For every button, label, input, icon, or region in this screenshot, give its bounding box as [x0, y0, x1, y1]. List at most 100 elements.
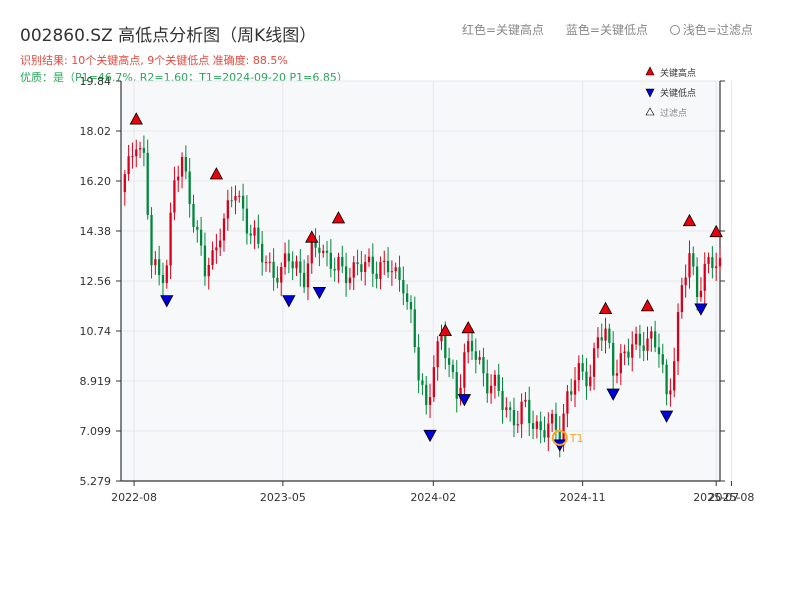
key-low-marker	[606, 388, 620, 401]
candle-body	[318, 247, 321, 253]
candle-body	[360, 264, 363, 272]
candle-body	[169, 212, 172, 266]
candle-body	[566, 391, 569, 414]
candle-body	[276, 277, 279, 283]
y-tick-label: 8.919	[80, 375, 112, 388]
candle-body	[470, 340, 474, 352]
candle-body	[432, 367, 435, 398]
candle-body	[341, 257, 344, 267]
candle-body	[287, 253, 291, 262]
candle-body	[627, 351, 630, 358]
candle-body	[302, 272, 306, 288]
key-low-marker	[423, 429, 437, 443]
t1-ring	[551, 429, 568, 446]
candle-body	[226, 200, 229, 219]
legend-low-icon	[645, 88, 655, 98]
candle-body	[463, 352, 466, 388]
candle-body	[535, 421, 539, 429]
candle-body	[684, 277, 687, 286]
candle-body	[192, 203, 195, 228]
legend-filtered-icon	[645, 107, 655, 116]
candle-body	[573, 380, 577, 395]
legend-label: 关键高点	[660, 67, 696, 79]
x-tick-label: 2024-02	[410, 491, 456, 504]
candle-body	[425, 384, 428, 405]
candle-body	[322, 250, 325, 253]
candle-body	[142, 148, 146, 153]
y-tick-label: 16.20	[80, 175, 112, 188]
candle-body	[680, 285, 683, 313]
legend-label: 过滤点	[660, 107, 687, 119]
candle-body	[211, 250, 214, 265]
candle-body	[631, 344, 634, 358]
candle-body	[642, 345, 645, 351]
candle-body	[364, 262, 367, 272]
candle-body	[608, 328, 611, 343]
candle-body	[325, 250, 329, 253]
candle-body	[669, 390, 672, 395]
candle-body	[653, 331, 657, 348]
candle-body	[337, 257, 340, 271]
candle-body	[695, 266, 699, 298]
key-low-marker	[659, 410, 674, 423]
candle-body	[268, 261, 271, 263]
candle-body	[638, 333, 642, 346]
candle-body	[646, 338, 649, 351]
key-high-marker	[461, 320, 475, 334]
candle-body	[127, 156, 130, 175]
candle-body	[512, 409, 516, 426]
candle-body	[444, 335, 447, 359]
candle-body	[371, 256, 374, 274]
candle-body	[188, 171, 191, 204]
candle-body	[203, 245, 207, 277]
ring-legend-text: 浅色=过滤点	[682, 23, 753, 37]
candle-body	[619, 353, 622, 374]
candle-body	[486, 373, 489, 394]
candle-body	[196, 227, 199, 230]
candle-body	[352, 262, 355, 278]
candle-body	[547, 423, 550, 438]
key-high-marker	[709, 224, 723, 238]
candle-body	[329, 252, 332, 269]
red-legend-text: 红色=关键高点	[462, 23, 545, 37]
t1-label: T1	[569, 432, 584, 445]
candle-body	[478, 357, 481, 360]
key-high-marker	[438, 323, 452, 336]
candle-body	[291, 261, 294, 269]
key-high-marker	[640, 299, 655, 312]
candle-body	[245, 208, 249, 234]
candle-body	[493, 374, 497, 386]
candle-body	[158, 259, 161, 275]
key-high-marker	[331, 211, 346, 224]
candle-body	[398, 267, 401, 281]
candle-body	[421, 380, 424, 385]
candle-body	[543, 430, 546, 438]
candle-body	[562, 413, 565, 445]
color-legend: 红色=关键高点 蓝色=关键低点 浅色=过滤点	[462, 21, 771, 38]
y-tick-label: 14.38	[80, 225, 112, 238]
y-tick-label: 19.84	[80, 75, 112, 88]
candle-body	[161, 274, 165, 284]
candle-body	[550, 413, 554, 424]
candle-body	[455, 372, 458, 399]
candle-body	[177, 176, 180, 181]
candle-body	[699, 290, 703, 298]
candle-body	[489, 385, 493, 394]
candle-body	[138, 148, 142, 150]
candle-body	[131, 156, 134, 158]
x-tick-label: 2022-08	[111, 491, 157, 504]
candle-body	[531, 423, 535, 429]
candle-body	[592, 348, 596, 377]
x-tick-label: 2025-08	[708, 491, 754, 504]
candle-body	[299, 261, 302, 273]
candle-body	[447, 358, 451, 365]
candle-body	[623, 351, 626, 354]
candle-body	[715, 266, 718, 269]
candle-body	[417, 347, 420, 381]
result-summary: 识别结果: 10个关键高点, 9个关键低点 准确度: 88.5%	[20, 54, 288, 67]
y-tick-label: 10.74	[80, 325, 112, 338]
candle-body	[184, 156, 188, 172]
candle-body	[253, 227, 256, 236]
candle-body	[215, 247, 218, 251]
